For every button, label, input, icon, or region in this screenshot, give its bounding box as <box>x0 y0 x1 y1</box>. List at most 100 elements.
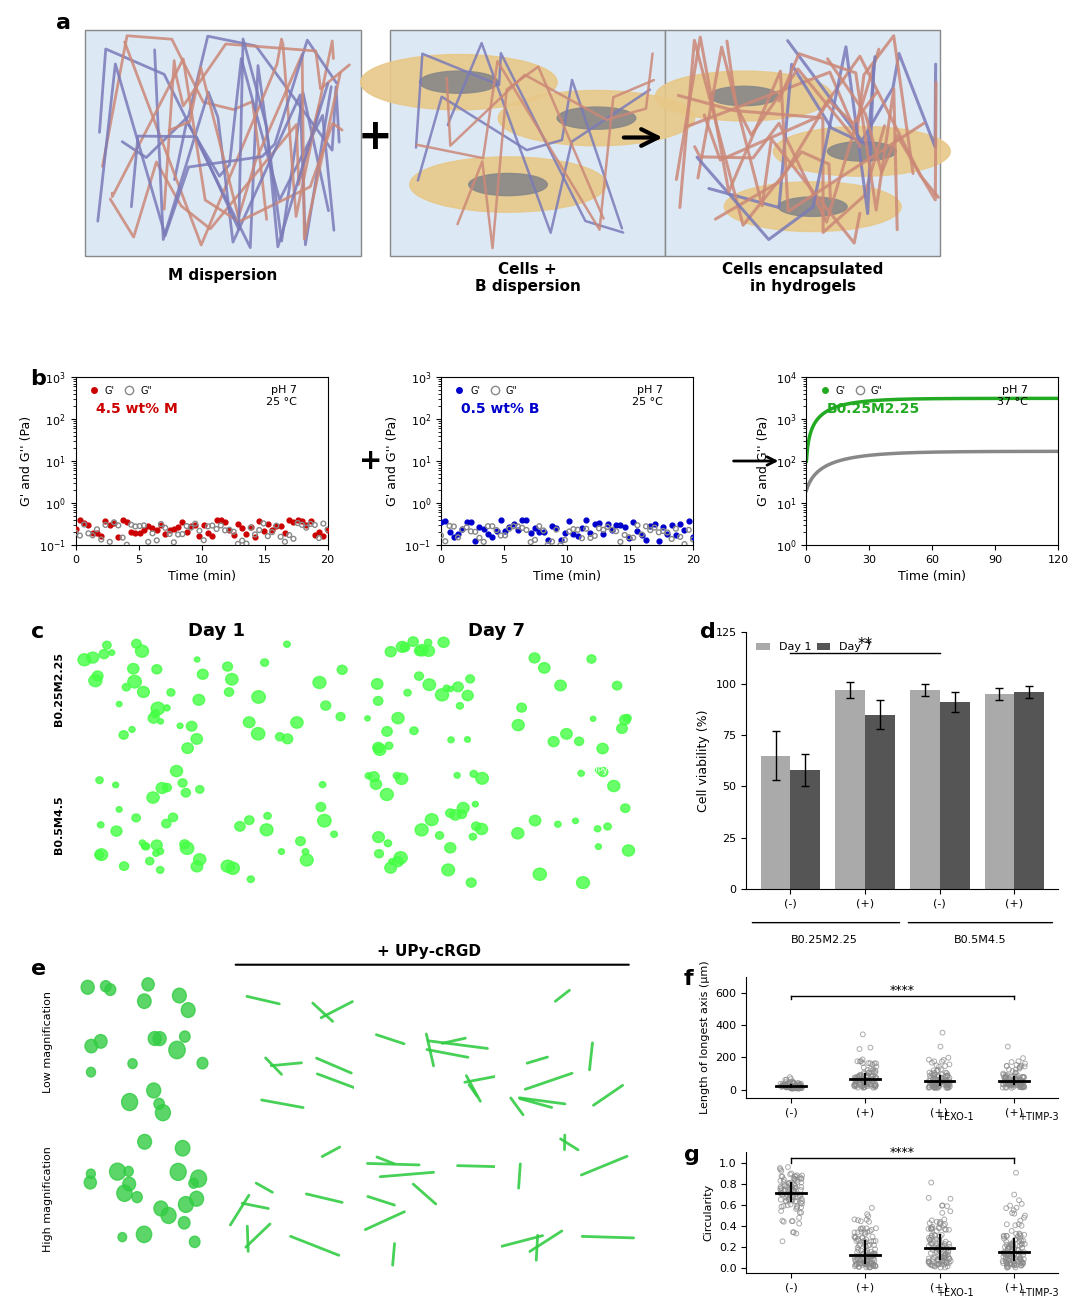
Circle shape <box>252 691 266 703</box>
G' <box>604 520 621 540</box>
Point <box>866 1243 883 1264</box>
Point <box>927 1077 944 1098</box>
X-axis label: Time (min): Time (min) <box>899 570 967 583</box>
Point <box>1002 1246 1020 1267</box>
Point <box>785 1174 802 1195</box>
Point <box>937 1239 955 1260</box>
G" <box>458 517 475 538</box>
Circle shape <box>178 1196 193 1212</box>
Circle shape <box>435 831 444 839</box>
G' <box>449 523 467 544</box>
G" <box>492 525 510 546</box>
Circle shape <box>469 174 548 196</box>
Point <box>927 1070 944 1091</box>
G' <box>187 514 204 535</box>
Point <box>1010 1051 1027 1072</box>
Point <box>1008 1163 1025 1183</box>
Point <box>937 1077 955 1098</box>
Point <box>929 1238 946 1259</box>
Point <box>1015 1072 1032 1092</box>
Point <box>1013 1233 1030 1254</box>
Point <box>791 1207 808 1228</box>
Circle shape <box>384 863 396 873</box>
G" <box>1030 443 1043 459</box>
Circle shape <box>117 807 122 812</box>
G" <box>480 516 497 536</box>
Point <box>1010 1244 1027 1265</box>
Point <box>999 1254 1016 1274</box>
Point <box>935 1251 953 1272</box>
Point <box>781 1183 798 1204</box>
G' <box>106 513 123 534</box>
Point <box>1001 1195 1018 1216</box>
Circle shape <box>404 690 411 696</box>
Point <box>935 1255 953 1276</box>
Point <box>792 1203 809 1224</box>
Circle shape <box>374 744 386 756</box>
Point <box>1001 1243 1018 1264</box>
G' <box>646 514 663 535</box>
Point <box>786 1168 804 1189</box>
Point <box>1015 1225 1032 1246</box>
Point <box>1005 1255 1023 1276</box>
G" <box>646 517 663 538</box>
Circle shape <box>194 657 200 662</box>
Point <box>865 1230 882 1251</box>
Circle shape <box>86 1169 95 1178</box>
Point <box>859 1251 876 1272</box>
Point <box>930 1217 947 1238</box>
Point <box>1000 1251 1017 1272</box>
Point <box>1004 1077 1022 1098</box>
Circle shape <box>260 659 269 666</box>
Point <box>783 1077 800 1098</box>
Point <box>936 1251 954 1272</box>
Point <box>928 1076 945 1096</box>
G' <box>815 407 828 422</box>
Point <box>1012 1247 1029 1268</box>
Point <box>937 1220 955 1241</box>
Point <box>778 1072 795 1092</box>
Point <box>1000 1068 1017 1089</box>
Point <box>940 1242 957 1263</box>
Point <box>1013 1255 1030 1276</box>
Point <box>787 1177 805 1198</box>
Point <box>942 1200 959 1221</box>
G' <box>526 517 543 538</box>
G' <box>1039 391 1052 407</box>
G" <box>582 527 599 548</box>
Point <box>854 1052 872 1073</box>
Point <box>936 1072 954 1092</box>
Point <box>998 1077 1015 1098</box>
Text: g: g <box>684 1144 700 1165</box>
Point <box>940 1074 957 1095</box>
Circle shape <box>117 701 122 707</box>
Text: 250 μm: 250 μm <box>82 1102 114 1111</box>
Text: B0.25M2.25: B0.25M2.25 <box>791 935 858 946</box>
G' <box>268 516 285 536</box>
Point <box>774 1076 792 1096</box>
Point <box>997 1248 1014 1269</box>
Point <box>939 1065 956 1086</box>
G" <box>663 529 680 549</box>
G" <box>685 529 702 549</box>
Point <box>791 1077 808 1098</box>
Point <box>1014 1244 1031 1265</box>
G" <box>314 513 332 534</box>
Point <box>860 1052 877 1073</box>
Point <box>780 1182 797 1203</box>
Point <box>1013 1255 1030 1276</box>
Point <box>997 1077 1014 1098</box>
G" <box>259 526 276 547</box>
Point <box>927 1074 944 1095</box>
Point <box>778 1069 795 1090</box>
Point <box>786 1176 804 1196</box>
Point <box>785 1076 802 1096</box>
Point <box>1011 1068 1028 1089</box>
Point <box>936 1257 954 1278</box>
Point <box>779 1076 796 1096</box>
G' <box>80 514 97 535</box>
Circle shape <box>445 843 456 853</box>
Point <box>786 1078 804 1099</box>
Point <box>851 1051 868 1072</box>
Point <box>1010 1239 1027 1260</box>
